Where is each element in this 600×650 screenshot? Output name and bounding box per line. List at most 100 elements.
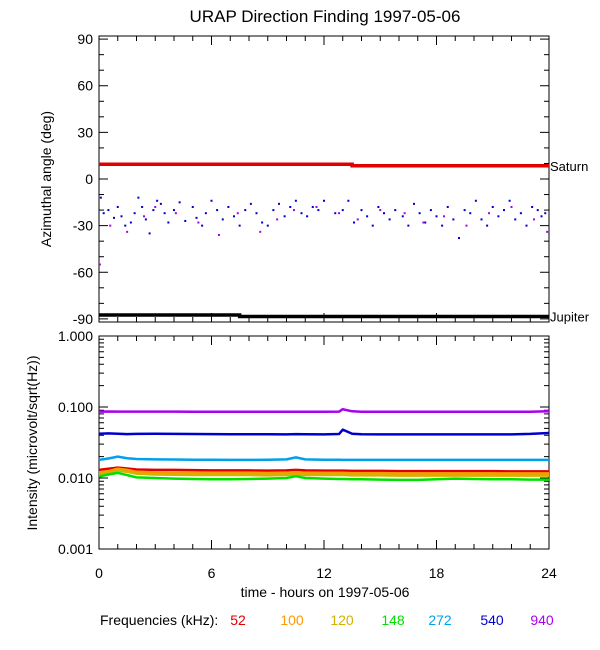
intensity-line-120khz <box>98 469 549 477</box>
azimuth-point <box>510 205 513 208</box>
azimuth-point <box>259 230 262 233</box>
frequency-legend-label: Frequencies (kHz): <box>100 612 218 628</box>
legend-frequency-940: 940 <box>530 612 554 628</box>
azimuth-point <box>289 205 292 208</box>
azimuth-point <box>216 209 219 212</box>
x-tick-label: 12 <box>316 565 332 581</box>
intensity-y-ticks: 1.000 0.100 0.010 0.001 <box>58 328 549 557</box>
azimuth-point <box>218 233 220 236</box>
azimuth-point <box>323 199 325 202</box>
azimuth-point <box>300 212 303 215</box>
azimuth-point <box>293 209 295 212</box>
azimuth-point <box>347 199 350 202</box>
azimuth-point <box>133 212 136 215</box>
azimuth-point <box>443 215 445 218</box>
azimuth-point <box>418 212 421 215</box>
azimuth-point <box>503 209 505 212</box>
azimuth-point <box>525 224 528 227</box>
intensity-line-52khz <box>98 466 549 473</box>
reference-label-jupiter: Jupiter <box>550 310 590 325</box>
azimuth-point <box>102 212 105 215</box>
intensity-y-tick-label: 0.100 <box>58 399 93 415</box>
azimuth-y-tick-label: -60 <box>73 264 93 280</box>
azimuth-point <box>156 199 159 202</box>
azimuth-point <box>261 221 264 224</box>
azimuth-x-ticks <box>98 36 550 322</box>
intensity-y-axis-label: Intensity (microvolt/sqrt(Hz)) <box>24 355 40 530</box>
azimuth-point <box>249 202 252 205</box>
azimuth-point <box>536 209 539 212</box>
azimuth-y-tick-label: -90 <box>73 311 93 327</box>
azimuth-point <box>353 221 355 224</box>
intensity-line-148khz <box>98 471 549 482</box>
azimuth-point <box>98 263 101 266</box>
x-tick-label: 0 <box>95 565 103 581</box>
azimuth-point <box>195 216 198 219</box>
azimuth-point <box>488 212 490 215</box>
azimuth-point <box>546 230 549 233</box>
frequency-legend: Frequencies (kHz): 52 100 120 148 272 540 940 <box>100 612 554 628</box>
azimuth-point <box>266 224 269 227</box>
azimuth-point <box>163 212 166 215</box>
azimuth-point <box>201 224 204 227</box>
azimuth-point <box>272 209 275 212</box>
intensity-y-tick-label: 1.000 <box>58 328 93 344</box>
azimuth-plot-frame <box>98 35 550 323</box>
azimuth-point <box>429 209 432 212</box>
azimuth-point <box>173 209 175 212</box>
reference-line-saturn <box>99 162 549 168</box>
azimuth-point <box>126 230 129 233</box>
azimuth-point <box>294 199 297 202</box>
x-tick-label: 6 <box>208 565 216 581</box>
azimuth-point <box>236 212 239 215</box>
azimuth-point <box>540 215 543 218</box>
azimuth-point <box>144 218 147 221</box>
azimuth-point <box>137 196 140 199</box>
azimuth-point <box>469 212 472 215</box>
legend-frequency-148: 148 <box>381 612 405 628</box>
azimuth-point <box>129 221 132 224</box>
azimuth-y-tick-label: 30 <box>77 124 93 140</box>
azimuth-point <box>360 209 363 212</box>
azimuth-point <box>388 218 391 221</box>
azimuth-point <box>366 215 369 218</box>
azimuth-point <box>116 205 119 208</box>
azimuth-point <box>356 218 359 221</box>
azimuth-point <box>238 224 241 227</box>
azimuth-point <box>124 224 127 227</box>
intensity-line-540khz <box>98 428 550 436</box>
azimuth-point <box>508 199 511 202</box>
azimuth-point <box>221 218 224 221</box>
azimuth-point <box>446 205 449 208</box>
azimuth-point <box>278 202 280 205</box>
azimuth-point <box>283 215 286 218</box>
reference-label-saturn: Saturn <box>550 159 588 174</box>
legend-frequency-100: 100 <box>280 612 304 628</box>
azimuth-point <box>441 224 444 227</box>
intensity-line-940khz <box>98 407 550 414</box>
legend-frequency-272: 272 <box>428 612 452 628</box>
reference-line-jupiter <box>99 313 549 319</box>
azimuth-point <box>276 218 279 221</box>
azimuth-point <box>458 237 460 240</box>
intensity-panel: 1.000 0.100 0.010 0.001 0 6 12 18 24 Intensity … <box>24 328 557 581</box>
azimuth-point <box>486 224 489 227</box>
azimuth-y-tick-label: 90 <box>77 31 93 47</box>
chart-title: URAP Direction Finding 1997-05-06 <box>190 7 461 26</box>
azimuth-y-ticks: 90 60 30 0 -30 -60 -90 <box>73 31 549 327</box>
azimuth-point <box>422 221 425 224</box>
azimuth-point <box>338 212 340 215</box>
azimuth-y-tick-label: -30 <box>73 218 93 234</box>
azimuth-point <box>407 224 410 227</box>
azimuth-point <box>152 209 155 212</box>
azimuth-point <box>159 202 162 205</box>
azimuth-point <box>531 205 534 208</box>
azimuth-point <box>413 202 415 205</box>
azimuth-point <box>497 215 500 218</box>
azimuth-point <box>334 212 337 215</box>
azimuth-point <box>341 209 344 212</box>
azimuth-point <box>109 224 112 227</box>
azimuth-point <box>191 205 194 208</box>
azimuth-point <box>154 205 157 208</box>
